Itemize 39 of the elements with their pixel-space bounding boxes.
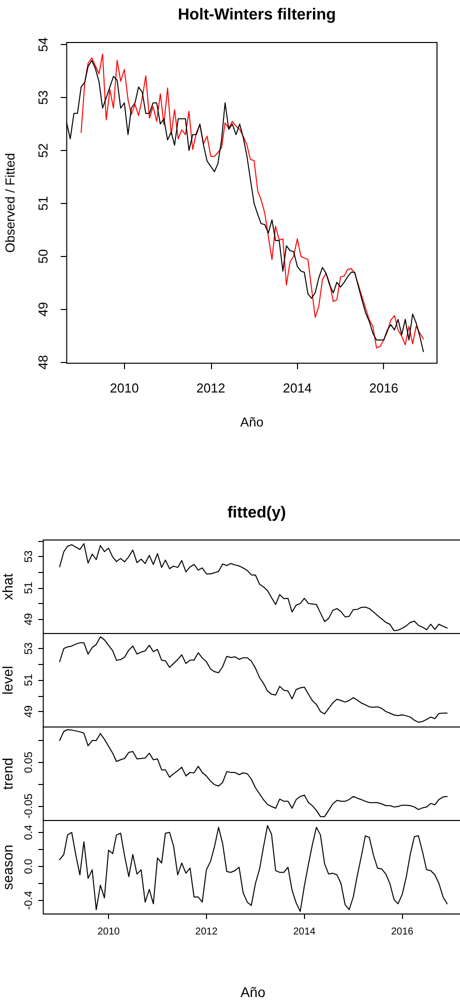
line-series (59, 825, 448, 912)
y-tick-label: 0.05 (22, 752, 35, 774)
x-tick-label: 2014 (282, 380, 312, 396)
chart-title: fitted(y) (227, 504, 286, 522)
y-tick-label: 53 (22, 642, 35, 655)
y-tick-label: 49 (36, 302, 51, 317)
y-tick-label: -0.4 (22, 890, 35, 910)
y-tick-label: 0.4 (22, 824, 35, 840)
y-axis-title: Observed / Fitted (2, 153, 18, 253)
y-axis-title: xhat (0, 573, 16, 600)
y-axis-title: trend (0, 758, 16, 790)
chart-title: Holt-Winters filtering (178, 6, 336, 24)
y-axis-title: season (0, 844, 16, 890)
x-tick-label: 2010 (97, 926, 120, 938)
x-tick-label: 2016 (369, 380, 398, 396)
x-tick-label: 2012 (196, 380, 226, 396)
y-tick-label: 50 (36, 249, 51, 264)
y-tick-label: 53 (22, 550, 35, 563)
y-tick-label: 53 (36, 90, 51, 105)
y-tick-label: 54 (36, 37, 51, 52)
x-axis-title: Año (240, 414, 264, 430)
y-tick-label: 51 (22, 582, 35, 594)
x-tick-label: 2012 (195, 926, 218, 938)
x-tick-label: 2014 (293, 926, 316, 938)
x-tick-label: 2016 (391, 926, 414, 938)
y-tick-label: 51 (36, 196, 51, 211)
y-tick-label: 51 (22, 674, 35, 686)
y-tick-label: 52 (36, 143, 51, 158)
line-series (59, 729, 448, 818)
y-axis-title: level (0, 666, 16, 695)
line-series (59, 543, 448, 632)
x-tick-label: 2010 (110, 380, 139, 396)
y-tick-label: 49 (22, 613, 35, 626)
y-tick-label: 48 (36, 355, 51, 370)
y-tick-label: 49 (22, 705, 35, 718)
line-series (59, 636, 448, 723)
y-tick-label: 0.0 (22, 858, 35, 874)
y-tick-label: -0.05 (22, 794, 35, 819)
x-axis-title: Año (240, 984, 266, 1000)
